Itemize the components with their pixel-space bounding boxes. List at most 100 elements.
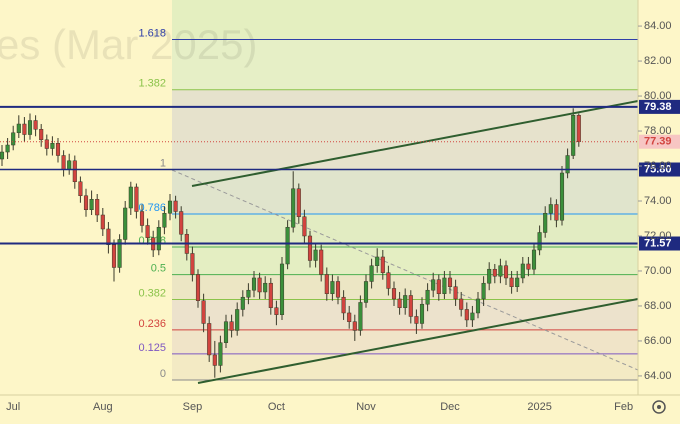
candle-body (61, 155, 66, 170)
candle-body (145, 225, 150, 238)
candle-body (414, 316, 419, 324)
candle-body (531, 249, 537, 270)
candle-body (464, 309, 469, 321)
candle-body (195, 274, 201, 301)
candle-body (100, 214, 105, 230)
candle-body (207, 323, 212, 356)
x-tick-label: Nov (356, 401, 376, 413)
x-tick-label: Jul (6, 401, 20, 413)
fib-label: 1 (160, 157, 166, 169)
fib-band (172, 39, 638, 90)
candle-body (106, 228, 111, 245)
watermark: es (Mar 2025) (0, 21, 257, 68)
candle-body (425, 289, 430, 305)
candle-body (347, 312, 352, 322)
y-tick-label: 70.00 (644, 265, 672, 277)
candle-body (89, 198, 94, 210)
candle-body (442, 277, 447, 294)
candle-body (134, 186, 139, 212)
fib-label: 0.786 (138, 202, 166, 214)
candle-body (503, 265, 509, 279)
fib-band (172, 353, 638, 380)
candle-body (459, 298, 464, 310)
price-level-box (639, 162, 680, 177)
price-level-label: 75.80 (644, 163, 672, 175)
x-tick-label: 2025 (527, 401, 551, 413)
candle-body (509, 277, 514, 287)
candle-body (95, 198, 100, 216)
candle-body (313, 249, 318, 261)
settings-button[interactable] (652, 400, 666, 414)
candle-body (285, 226, 290, 265)
fib-band (172, 0, 638, 40)
candle-body (576, 115, 581, 142)
candle-body (167, 200, 173, 214)
candle-body (335, 281, 341, 298)
candle-body (279, 263, 285, 315)
candle-body (419, 303, 425, 324)
candle-body (39, 129, 44, 141)
x-tick-label: Aug (93, 401, 113, 413)
candle-body (246, 289, 251, 298)
fib-band (172, 89, 638, 170)
candle-body (330, 281, 335, 294)
candle-body (554, 204, 559, 221)
candle-body (27, 120, 33, 135)
candle-body (492, 268, 497, 277)
candle-body (408, 295, 413, 317)
fib-label: 0.5 (151, 263, 166, 275)
candle-body (515, 277, 520, 287)
candle-body (128, 186, 133, 209)
candle-body (520, 263, 525, 279)
candle-body (274, 307, 279, 315)
y-tick-label: 64.00 (644, 370, 672, 382)
fib-label: 1.382 (138, 78, 166, 90)
candle-body (0, 151, 5, 160)
y-tick-label: 66.00 (644, 335, 672, 347)
candle-body (240, 296, 245, 310)
candle-body (475, 298, 481, 314)
candle-body (156, 226, 161, 251)
candle-body (16, 123, 21, 134)
candle-body (251, 277, 257, 291)
price-level-box (639, 99, 680, 114)
candle-body (229, 321, 234, 331)
price-level-label: 71.57 (644, 237, 672, 249)
fib-label: 0 (160, 368, 166, 380)
fib-band (172, 329, 638, 354)
candle-body (481, 282, 486, 300)
candle-body (55, 143, 61, 156)
candle-body (559, 172, 565, 221)
candle-body (22, 123, 27, 135)
lower-channel-line (197, 298, 639, 384)
candle-body (67, 160, 72, 170)
y-tick-label: 68.00 (644, 300, 672, 312)
price-level-label: 79.38 (644, 101, 672, 113)
settings-icon[interactable] (652, 400, 666, 414)
y-tick-label: 78.00 (644, 125, 672, 137)
candle-body (431, 279, 436, 291)
y-tick-label: 72.00 (644, 230, 672, 242)
candle-body (352, 321, 357, 331)
candle-body (571, 115, 576, 156)
candle-body (369, 265, 374, 282)
candle-body (341, 296, 346, 314)
x-tick-label: Feb (614, 401, 633, 413)
fib-label: 0.236 (138, 318, 166, 330)
candle-body (358, 302, 363, 331)
last-price-label: 77.39 (644, 136, 672, 148)
candle-body (173, 200, 178, 212)
candle-body (447, 277, 453, 287)
candle-body (235, 309, 240, 331)
candle-body (201, 300, 206, 324)
candle-body (212, 354, 217, 366)
candle-body (50, 143, 55, 149)
candle-body (307, 235, 313, 261)
y-tick-label: 82.00 (644, 55, 672, 67)
candle-body (403, 295, 408, 308)
candle-body (470, 312, 475, 321)
candle-body (33, 120, 38, 130)
fib-band (172, 213, 638, 248)
candle-body (436, 279, 441, 294)
